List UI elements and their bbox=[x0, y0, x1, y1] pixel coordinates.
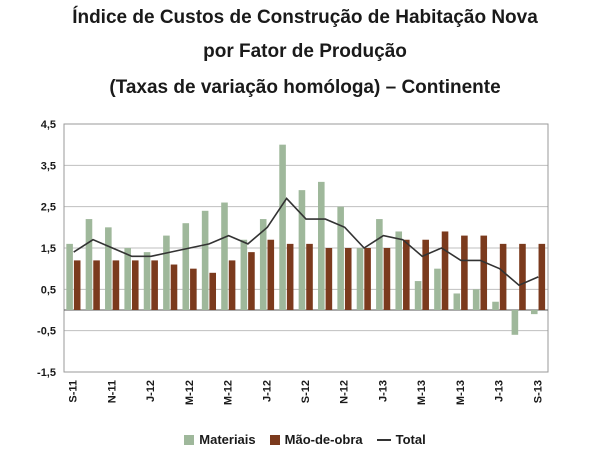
bar-mao-de-obra bbox=[93, 260, 100, 310]
bar-mao-de-obra bbox=[228, 260, 236, 310]
x-tick-label: J-13 bbox=[494, 380, 506, 402]
bar-materiais bbox=[511, 310, 519, 335]
x-tick-label: S-12 bbox=[300, 380, 312, 403]
x-tick-label: J-13 bbox=[377, 380, 389, 402]
x-tick-label: J-12 bbox=[261, 380, 273, 402]
bar-materiais bbox=[453, 293, 461, 310]
bar-mao-de-obra bbox=[190, 268, 197, 310]
bar-mao-de-obra bbox=[461, 235, 468, 310]
y-tick-label: 2,5 bbox=[41, 202, 56, 214]
bar-mao-de-obra bbox=[325, 248, 333, 310]
x-tick-label: M-13 bbox=[455, 380, 467, 405]
legend-label-total: Total bbox=[395, 432, 426, 447]
y-tick-label: 4,5 bbox=[41, 119, 56, 131]
chart-title-line-3: (Taxas de variação homóloga) – Continent… bbox=[109, 77, 501, 98]
legend-label-materiais: Materiais bbox=[199, 432, 256, 447]
bar-materiais bbox=[356, 248, 364, 310]
bar-materiais bbox=[66, 243, 73, 310]
chart-title-line-1: Índice de Custos de Construção de Habita… bbox=[72, 7, 538, 28]
bar-materiais bbox=[434, 268, 441, 310]
y-tick-label: -0,5 bbox=[37, 326, 56, 338]
bar-mao-de-obra bbox=[364, 248, 371, 310]
legend-swatch-materiais bbox=[184, 434, 195, 445]
y-tick-label: -1,5 bbox=[37, 367, 56, 379]
bar-mao-de-obra bbox=[267, 239, 275, 310]
bar-materiais bbox=[472, 289, 480, 310]
bar-materiais bbox=[182, 223, 190, 310]
bar-mao-de-obra bbox=[151, 260, 158, 310]
bar-materiais bbox=[163, 235, 170, 310]
bar-materiais bbox=[259, 219, 267, 310]
bar-materiais bbox=[221, 202, 228, 310]
bar-mao-de-obra bbox=[422, 239, 429, 310]
bar-materiais bbox=[279, 144, 286, 310]
bar-mao-de-obra bbox=[209, 272, 217, 310]
y-tick-label: 3,5 bbox=[41, 160, 56, 172]
bar-materiais bbox=[376, 219, 383, 310]
bar-materiais bbox=[530, 310, 538, 315]
bar-mao-de-obra bbox=[499, 243, 507, 310]
bar-materiais bbox=[105, 227, 112, 310]
bar-materiais bbox=[337, 206, 344, 310]
plot-frame bbox=[63, 123, 549, 373]
bar-mao-de-obra bbox=[112, 260, 120, 310]
bar-materiais bbox=[492, 301, 499, 310]
x-tick-label: J-12 bbox=[145, 380, 157, 402]
bar-materiais bbox=[240, 239, 248, 310]
chart-legend: Materiais Mão-de-obra Total bbox=[0, 432, 610, 447]
legend-item-total: Total bbox=[376, 432, 426, 447]
bar-mao-de-obra bbox=[403, 239, 410, 310]
bar-materiais bbox=[318, 181, 325, 310]
legend-swatch-total bbox=[376, 438, 391, 441]
bar-materiais bbox=[395, 231, 403, 310]
chart-title-line-2: por Fator de Produção bbox=[203, 41, 407, 62]
bar-materiais bbox=[143, 252, 151, 310]
bar-materiais bbox=[298, 190, 306, 310]
bar-mao-de-obra bbox=[383, 248, 391, 310]
bar-mao-de-obra bbox=[538, 243, 546, 310]
x-tick-label: M-12 bbox=[223, 380, 235, 405]
bar-mao-de-obra bbox=[170, 264, 178, 310]
x-tick-label: M-13 bbox=[416, 380, 428, 405]
legend-item-materiais: Materiais bbox=[184, 432, 256, 447]
bar-mao-de-obra bbox=[519, 243, 526, 310]
bar-mao-de-obra bbox=[73, 260, 81, 310]
bar-mao-de-obra bbox=[441, 231, 449, 310]
bar-mao-de-obra bbox=[286, 243, 294, 310]
x-tick-label: N-12 bbox=[339, 380, 351, 404]
y-tick-label: 1,5 bbox=[41, 243, 56, 255]
x-tick-label: M-12 bbox=[184, 380, 196, 405]
bar-mao-de-obra bbox=[344, 248, 352, 310]
x-tick-label: S-11 bbox=[68, 380, 80, 403]
legend-item-mao-de-obra: Mão-de-obra bbox=[269, 432, 363, 447]
x-tick-label: S-13 bbox=[532, 380, 544, 403]
bar-mao-de-obra bbox=[131, 260, 139, 310]
bar-mao-de-obra bbox=[248, 252, 255, 310]
x-tick-label: N-11 bbox=[106, 380, 118, 403]
bar-mao-de-obra bbox=[306, 243, 313, 310]
bar-materiais bbox=[414, 281, 422, 310]
legend-swatch-mao-de-obra bbox=[269, 434, 280, 445]
bar-mao-de-obra bbox=[480, 235, 488, 310]
bar-materiais bbox=[124, 248, 131, 310]
legend-label-mao-de-obra: Mão-de-obra bbox=[284, 432, 363, 447]
y-tick-label: 0,5 bbox=[41, 284, 56, 296]
line-total bbox=[73, 197, 539, 287]
bar-materiais bbox=[85, 219, 93, 310]
bar-materiais bbox=[201, 210, 209, 310]
